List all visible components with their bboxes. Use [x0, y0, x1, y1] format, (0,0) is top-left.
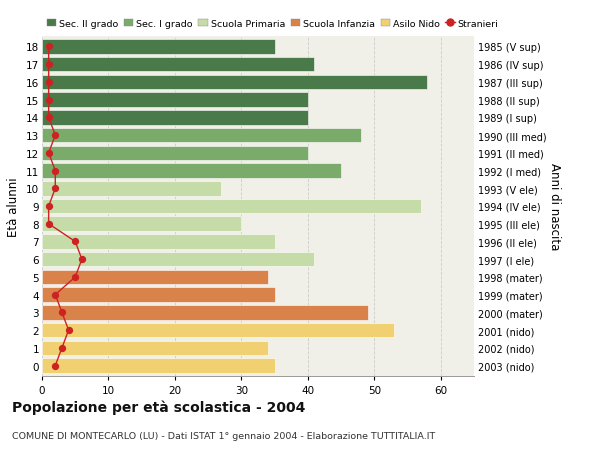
Point — [77, 256, 86, 263]
Bar — [42, 288, 275, 302]
Point — [57, 309, 67, 316]
Point — [70, 238, 80, 246]
Point — [44, 62, 53, 69]
Bar — [42, 358, 275, 373]
Point — [64, 327, 73, 334]
Point — [44, 221, 53, 228]
Bar — [42, 40, 275, 55]
Bar — [42, 217, 241, 231]
Bar — [42, 129, 361, 143]
Bar — [42, 270, 268, 285]
Y-axis label: Anni di nascita: Anni di nascita — [548, 163, 560, 250]
Text: COMUNE DI MONTECARLO (LU) - Dati ISTAT 1° gennaio 2004 - Elaborazione TUTTITALIA: COMUNE DI MONTECARLO (LU) - Dati ISTAT 1… — [12, 431, 435, 441]
Y-axis label: Età alunni: Età alunni — [7, 177, 20, 236]
Bar — [42, 93, 308, 108]
Bar — [42, 182, 221, 196]
Bar — [42, 75, 427, 90]
Point — [44, 79, 53, 86]
Point — [70, 274, 80, 281]
Point — [50, 291, 60, 299]
Bar — [42, 58, 314, 72]
Point — [50, 185, 60, 192]
Point — [50, 132, 60, 140]
Bar — [42, 341, 268, 355]
Bar — [42, 199, 421, 214]
Text: Popolazione per età scolastica - 2004: Popolazione per età scolastica - 2004 — [12, 399, 305, 414]
Point — [57, 344, 67, 352]
Bar — [42, 164, 341, 179]
Point — [44, 203, 53, 210]
Point — [50, 168, 60, 175]
Point — [50, 362, 60, 369]
Bar — [42, 305, 368, 320]
Bar — [42, 323, 394, 338]
Legend: Sec. II grado, Sec. I grado, Scuola Primaria, Scuola Infanzia, Asilo Nido, Stran: Sec. II grado, Sec. I grado, Scuola Prim… — [47, 20, 499, 28]
Bar — [42, 146, 308, 161]
Bar — [42, 252, 314, 267]
Point — [44, 97, 53, 104]
Point — [44, 150, 53, 157]
Point — [44, 44, 53, 51]
Bar — [42, 111, 308, 125]
Point — [44, 114, 53, 122]
Bar — [42, 235, 275, 249]
